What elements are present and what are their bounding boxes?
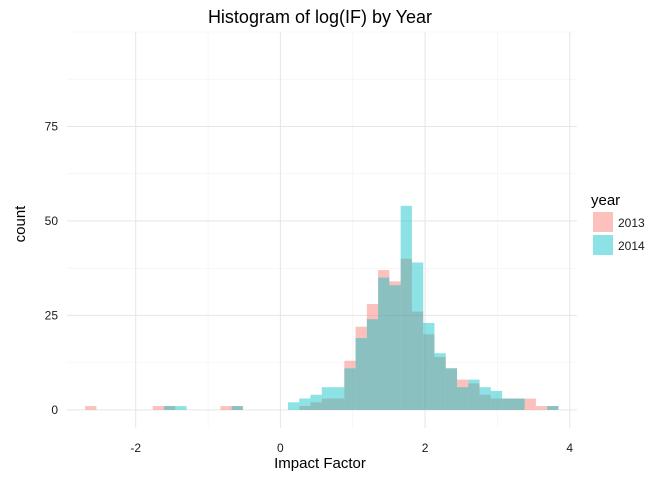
- y-tick-label: 75: [45, 119, 59, 133]
- bar-2013: [547, 406, 559, 410]
- x-tick-label: 2: [422, 441, 429, 455]
- bar-2013: [231, 406, 243, 410]
- bar-2014: [547, 406, 559, 410]
- bars-2013: [85, 258, 559, 410]
- bar-2013: [355, 326, 367, 410]
- bar-2014: [299, 398, 311, 410]
- bar-2013: [366, 304, 379, 410]
- y-tick-label: 0: [51, 403, 58, 417]
- x-tick-label: 0: [277, 441, 284, 455]
- bar-2013: [502, 398, 514, 410]
- bar-2014: [344, 368, 356, 410]
- bar-2014: [231, 406, 243, 410]
- bars-2014: [163, 205, 559, 410]
- bar-2013: [344, 360, 356, 410]
- legend-label-2013: 2013: [618, 216, 645, 230]
- legend: year 2013 2014: [591, 192, 645, 255]
- grid-lines: [67, 31, 577, 428]
- bar-2014: [366, 319, 379, 410]
- x-tick-label: -2: [130, 441, 141, 455]
- bar-2014: [163, 406, 176, 410]
- bar-2014: [389, 285, 401, 410]
- bar-2014: [310, 394, 322, 410]
- bar-2013: [389, 281, 401, 410]
- bar-2013: [445, 368, 458, 410]
- y-axis-ticks: 0 25 50 75: [45, 119, 59, 416]
- legend-key-2013: [593, 212, 613, 232]
- bar-2013: [457, 379, 469, 410]
- bar-2013: [220, 406, 232, 410]
- x-axis-ticks: -2 0 2 4: [130, 441, 573, 455]
- legend-key-2014: [593, 235, 613, 255]
- bar-2013: [400, 258, 412, 410]
- bar-2013: [152, 406, 164, 410]
- bar-2014: [490, 390, 503, 410]
- bar-2013: [490, 398, 503, 410]
- bar-2014: [378, 277, 390, 410]
- bar-2014: [479, 387, 491, 410]
- legend-title: year: [591, 192, 620, 209]
- y-tick-label: 50: [45, 214, 59, 228]
- bar-2013: [524, 398, 536, 410]
- bar-2014: [434, 353, 446, 410]
- bar-2014: [411, 262, 424, 410]
- bar-2014: [400, 205, 412, 410]
- chart-title: Histogram of log(IF) by Year: [208, 7, 432, 27]
- x-tick-label: 4: [566, 441, 573, 455]
- y-tick-label: 25: [45, 308, 59, 322]
- bar-2013: [321, 398, 334, 410]
- bar-2013: [434, 356, 446, 410]
- bar-2013: [535, 406, 548, 410]
- bar-2013: [411, 311, 424, 410]
- bar-2013: [513, 398, 525, 410]
- bar-2014: [468, 379, 480, 410]
- bar-2014: [355, 338, 367, 410]
- legend-label-2014: 2014: [618, 239, 645, 253]
- bar-2014: [321, 387, 334, 410]
- bar-2014: [513, 398, 525, 410]
- bar-2013: [163, 406, 176, 410]
- bar-2014: [457, 387, 469, 410]
- bar-2014: [502, 398, 514, 410]
- y-axis-title: count: [12, 205, 29, 243]
- bar-2014: [423, 322, 435, 410]
- bar-2013: [468, 383, 480, 410]
- bar-2014: [175, 406, 187, 410]
- bar-2013: [378, 270, 390, 410]
- bar-2013: [85, 406, 97, 410]
- bar-2013: [310, 402, 322, 410]
- x-axis-title: Impact Factor: [274, 455, 366, 472]
- bar-2013: [333, 398, 345, 410]
- bar-2013: [479, 394, 491, 410]
- bar-2014: [445, 368, 458, 410]
- bar-2014: [333, 387, 345, 410]
- bar-2014: [287, 402, 300, 410]
- bar-2013: [423, 334, 435, 410]
- bar-2013: [299, 406, 311, 410]
